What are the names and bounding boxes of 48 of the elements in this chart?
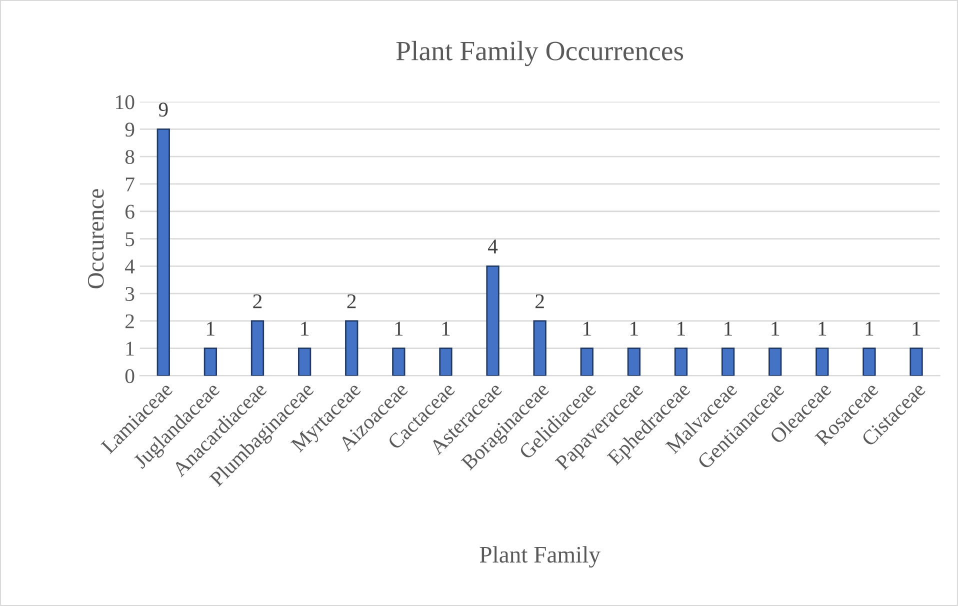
data-label: 1: [818, 322, 826, 336]
bar: [768, 348, 782, 376]
bar: [392, 348, 406, 376]
data-label: 2: [347, 294, 356, 308]
data-label: 1: [912, 322, 920, 336]
bar: [533, 320, 546, 376]
y-axis-title: Occurence: [88, 189, 104, 288]
data-label: 1: [207, 322, 214, 336]
bar: [298, 348, 312, 376]
bar: [721, 348, 735, 376]
data-label: 1: [301, 322, 309, 336]
y-tick-label: 4: [124, 260, 135, 274]
y-tick-label: 8: [125, 150, 134, 164]
bar: [250, 320, 264, 376]
data-label: 1: [678, 322, 685, 336]
bar: [156, 128, 170, 376]
data-label: 2: [536, 294, 544, 308]
data-label: 1: [395, 322, 403, 336]
data-label: 1: [630, 322, 638, 336]
bar: [816, 348, 829, 376]
y-tick-label: 2: [126, 314, 134, 328]
bar: [627, 348, 641, 376]
bar: [910, 348, 923, 376]
y-tick-label: 1: [126, 342, 134, 356]
data-label: 1: [772, 322, 780, 336]
data-label: 1: [442, 322, 450, 336]
y-tick-label: 9: [125, 122, 134, 137]
bar: [580, 348, 594, 376]
x-axis-title: Plant Family: [480, 546, 600, 568]
data-label: 9: [158, 102, 168, 117]
y-tick-label: 6: [125, 204, 134, 219]
data-label: 1: [866, 322, 874, 336]
data-label: 1: [584, 322, 591, 336]
data-label: 2: [253, 294, 262, 308]
bar: [862, 348, 876, 376]
bar: [204, 348, 218, 376]
bar: [674, 348, 688, 376]
bar: [345, 320, 358, 376]
chart-title: Plant Family Occurrences: [396, 40, 684, 66]
y-tick-label: 0: [125, 369, 134, 384]
data-label: 1: [724, 322, 732, 336]
bar: [439, 348, 452, 376]
data-label: 4: [488, 240, 498, 254]
y-tick-label: 7: [126, 178, 134, 192]
y-tick-label: 5: [126, 232, 134, 246]
bar: [486, 265, 500, 376]
y-tick-label: 10: [116, 95, 134, 110]
y-tick-label: 3: [126, 286, 134, 301]
